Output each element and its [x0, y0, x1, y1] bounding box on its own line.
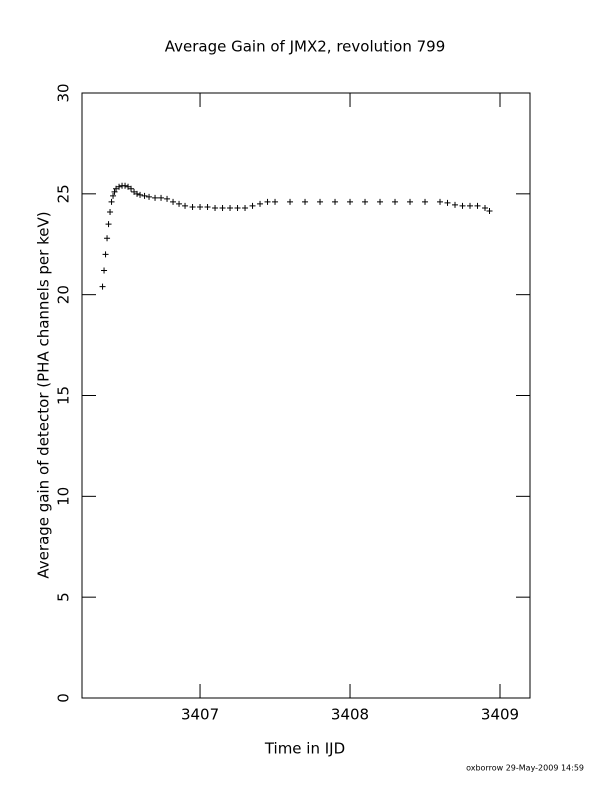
x-tick-label: 3409 — [481, 706, 519, 724]
y-tick-label: 10 — [55, 487, 73, 506]
data-point — [122, 182, 129, 189]
data-point — [486, 207, 493, 214]
data-point — [164, 195, 171, 202]
data-point — [407, 198, 414, 205]
data-point — [134, 190, 141, 197]
data-point — [437, 198, 444, 205]
data-point — [102, 251, 109, 258]
data-point — [105, 221, 112, 228]
data-point — [182, 202, 189, 209]
data-point — [362, 198, 369, 205]
data-point — [197, 203, 204, 210]
data-point — [146, 193, 153, 200]
data-point — [257, 200, 264, 207]
y-tick-label: 20 — [55, 285, 73, 304]
data-point — [452, 201, 459, 208]
data-point — [302, 198, 309, 205]
data-point — [107, 208, 114, 215]
data-point — [116, 183, 123, 190]
data-point — [141, 192, 148, 199]
data-point — [444, 199, 451, 206]
data-point — [212, 204, 219, 211]
y-tick-label: 25 — [55, 184, 73, 203]
data-point — [152, 194, 159, 201]
y-tick-label: 0 — [55, 693, 73, 703]
data-point — [467, 202, 474, 209]
data-point — [264, 198, 271, 205]
plot-frame — [81, 92, 531, 699]
data-point — [111, 188, 118, 195]
data-point — [347, 198, 354, 205]
y-tick-label: 15 — [55, 386, 73, 405]
y-tick-label: 30 — [55, 83, 73, 102]
data-point — [317, 198, 324, 205]
chart-title: Average Gain of JMX2, revolution 799 — [165, 38, 446, 56]
data-point — [137, 191, 144, 198]
data-point — [108, 198, 115, 205]
data-point — [422, 198, 429, 205]
data-point — [128, 185, 135, 192]
data-point — [176, 200, 183, 207]
x-tick-label: 3408 — [331, 706, 369, 724]
data-point — [110, 192, 117, 199]
footer-note: oxborrow 29-May-2009 14:59 — [466, 764, 584, 773]
data-point — [101, 267, 108, 274]
data-point — [204, 203, 211, 210]
data-point — [242, 204, 249, 211]
data-point — [189, 203, 196, 210]
data-point — [227, 204, 234, 211]
data-point — [170, 198, 177, 205]
data-point — [272, 198, 279, 205]
y-axis-label: Average gain of detector (PHA channels p… — [35, 211, 53, 578]
data-point — [99, 283, 106, 290]
data-point — [474, 202, 481, 209]
y-tick-label: 5 — [55, 592, 73, 602]
data-point — [287, 198, 294, 205]
data-point — [104, 235, 111, 242]
data-point — [219, 204, 226, 211]
x-axis-label: Time in IJD — [264, 740, 345, 758]
data-point — [392, 198, 399, 205]
data-point — [459, 202, 466, 209]
data-point — [377, 198, 384, 205]
x-tick-label: 3407 — [181, 706, 219, 724]
data-point — [234, 204, 241, 211]
data-point — [482, 204, 489, 211]
data-point — [249, 202, 256, 209]
data-point — [158, 194, 165, 201]
data-point — [332, 198, 339, 205]
